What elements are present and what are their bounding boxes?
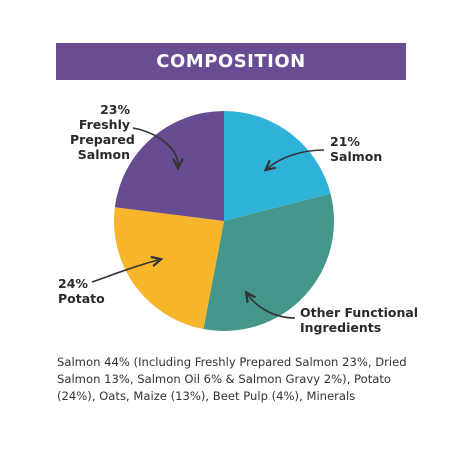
slice-label-salmon: 21% Salmon (330, 134, 383, 164)
pie-slice-salmon (114, 111, 224, 221)
composition-banner: COMPOSITION (56, 43, 406, 80)
arrow-salmon (268, 149, 325, 168)
pie-slice-ingredients (203, 193, 334, 331)
banner-title: COMPOSITION (156, 51, 306, 72)
slice-label-potato: 24% Potato (58, 276, 105, 306)
slice-label-freshly-prepared-salmon: 23% Freshly Prepared Salmon (70, 102, 135, 162)
slice-label-other-functional-ingredients: Other Functional Ingredients (300, 305, 419, 335)
pie-slices (114, 111, 334, 331)
composition-description: Salmon 44% (Including Freshly Prepared S… (57, 355, 407, 403)
pie-slice-potato (114, 207, 224, 330)
arrow-freshly-prepared-salmon (132, 127, 178, 165)
pie-slice-salmon (224, 111, 331, 221)
arrow-other-functional-ingredients (248, 295, 296, 319)
label-arrows (91, 127, 325, 319)
arrow-potato (91, 260, 158, 283)
